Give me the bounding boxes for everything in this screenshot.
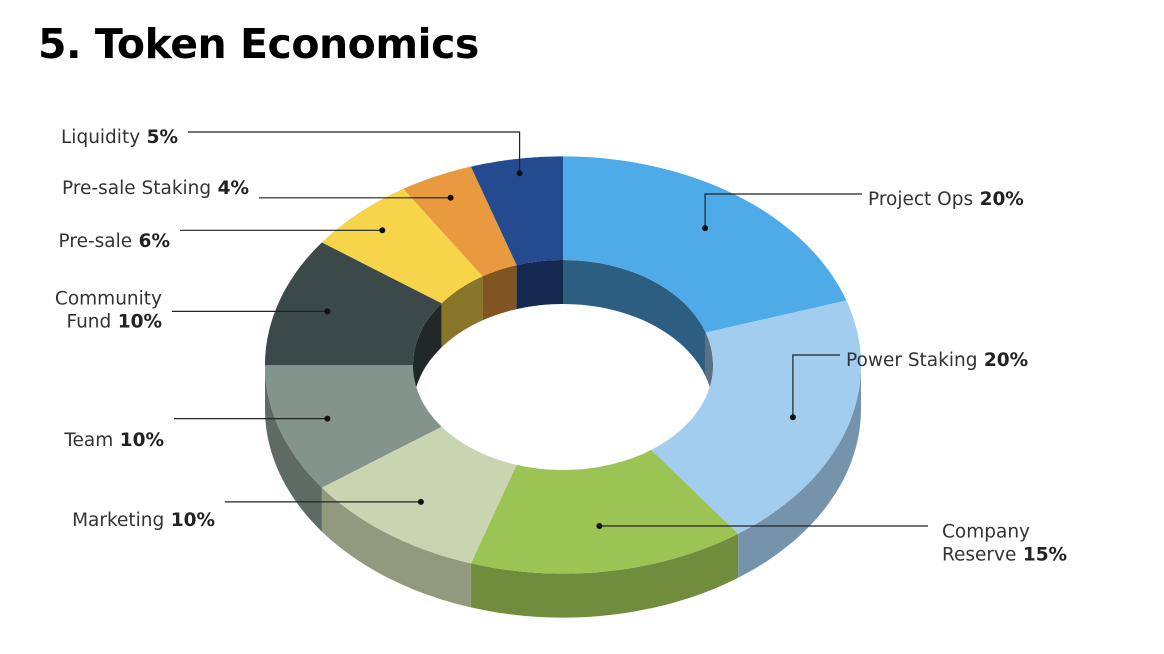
leader-dot — [516, 170, 523, 177]
donut-top-layer — [265, 156, 861, 574]
slice-value-label: 20% — [977, 350, 1028, 371]
slice-label-text: Company — [942, 522, 1030, 543]
slice-label: Power Staking 20% — [846, 350, 1028, 371]
slice-inner-wall — [563, 260, 706, 377]
pie-slice — [563, 156, 847, 333]
slice-label: Community Fund 10% — [55, 289, 162, 333]
slice-side-wall — [470, 533, 739, 618]
slice-value-label: 10% — [164, 510, 215, 531]
slice-side-wall — [265, 365, 322, 532]
pie-slice — [651, 300, 861, 534]
slice-label: Team 10% — [63, 430, 164, 451]
pie-slice — [265, 242, 442, 365]
slice-value-label: 10% — [113, 430, 164, 451]
leader-line — [188, 131, 521, 174]
slice-label-text: Project Ops — [868, 189, 973, 210]
pie-slice — [470, 156, 563, 266]
leader-dot — [324, 415, 331, 422]
slice-inner-wall — [516, 260, 563, 310]
slice-value-label: 10% — [111, 312, 162, 333]
slice-label: Marketing 10% — [72, 510, 215, 531]
slice-value-label: 6% — [132, 231, 170, 252]
slice-label: Project Ops 20% — [868, 189, 1024, 210]
pie-slice — [470, 449, 739, 574]
leader-dot — [379, 227, 386, 234]
donut-side-layer — [265, 365, 861, 618]
slice-value-label: 5% — [140, 127, 178, 148]
slice-inner-wall — [441, 276, 483, 348]
page-title: 5. Token Economics — [38, 20, 479, 68]
callouts-layer: Project Ops 20%Power Staking 20%Company R… — [55, 127, 1067, 566]
slice-side-wall — [321, 487, 471, 608]
slice-inner-wall — [482, 265, 517, 321]
pie-slice — [403, 166, 517, 277]
slice-label: Pre-sale Staking 4% — [62, 178, 249, 199]
slice-label-text: Pre-sale — [59, 231, 133, 252]
slice-value-label: 15% — [1016, 545, 1067, 566]
slice-label-text: Team — [63, 430, 113, 451]
pie-slice — [321, 426, 517, 564]
slice-label-text: Fund — [66, 312, 111, 333]
slice-label: Liquidity 5% — [61, 127, 178, 148]
slice-label-text: Pre-sale Staking — [62, 178, 211, 199]
slice-label: Company Reserve 15% — [942, 522, 1067, 566]
slice-inner-wall — [413, 303, 442, 409]
leader-dot — [417, 498, 424, 505]
slice-label-text: Reserve — [942, 545, 1016, 566]
slice-value-label: 20% — [973, 189, 1024, 210]
slice-label: Pre-sale 6% — [59, 231, 170, 252]
leader-line — [792, 354, 840, 418]
slice-label-text: Marketing — [72, 510, 164, 531]
leader-dot — [447, 194, 454, 201]
donut-inner-wall-layer — [413, 260, 713, 409]
slice-side-wall — [738, 365, 861, 578]
slice-value-label: 4% — [211, 178, 249, 199]
pie-slice — [265, 365, 442, 488]
slice-label-text: Liquidity — [61, 127, 140, 148]
leader-dot — [789, 414, 796, 421]
leader-line — [704, 193, 862, 229]
leader-dot — [702, 225, 709, 232]
pie-slice — [321, 188, 483, 304]
leader-dot — [596, 523, 603, 529]
slice-label-text: Community — [55, 289, 162, 310]
leader-dot — [324, 308, 331, 315]
slice-label-text: Power Staking — [846, 350, 977, 371]
